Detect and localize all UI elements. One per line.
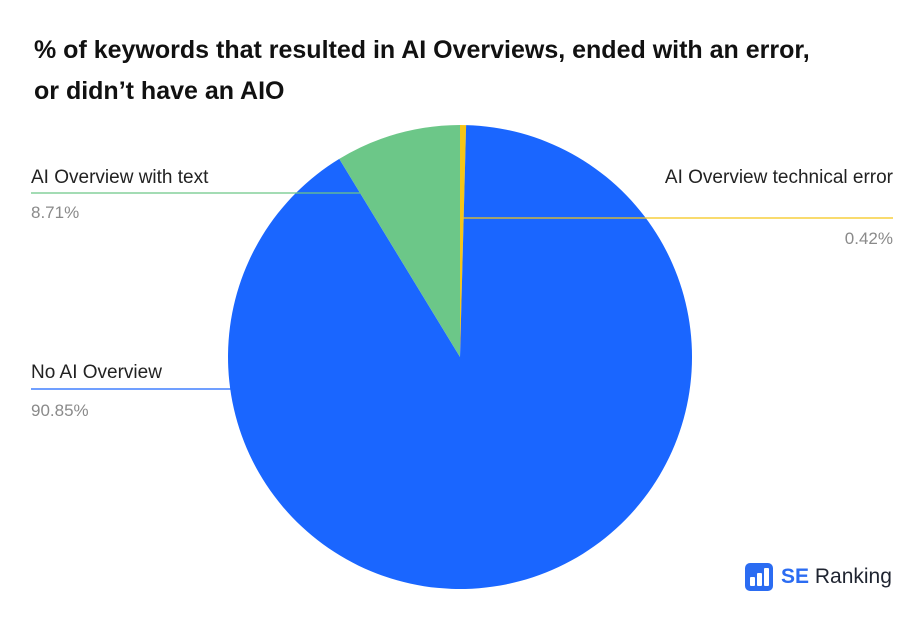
slice-label-ai-overview-with-text: AI Overview with text xyxy=(31,167,209,188)
brand-name: SE Ranking xyxy=(781,565,892,588)
se-ranking-logo: SE Ranking xyxy=(745,563,892,591)
slice-value-no-ai-overview: 90.85% xyxy=(31,401,89,420)
pie-slice-no-ai-overview xyxy=(228,125,693,589)
leader-lines xyxy=(31,192,893,390)
pie-slice-ai-overview-with-text xyxy=(339,125,460,357)
slice-value-technical-error: 0.42% xyxy=(845,229,893,248)
chart-title-line-1: % of keywords that resulted in AI Overvi… xyxy=(34,36,810,64)
slice-value-ai-overview-with-text: 8.71% xyxy=(31,203,79,222)
pie-slice-ai-overview-technical-error xyxy=(460,125,467,357)
chart-title: % of keywords that resulted in AI Overvi… xyxy=(34,30,904,112)
slice-label-no-ai-overview: No AI Overview xyxy=(31,362,162,383)
chart-title-line-2: or didn’t have an AIO xyxy=(34,77,285,105)
pie-slices xyxy=(228,125,693,589)
bar-chart-icon xyxy=(745,563,773,591)
slice-label-technical-error: AI Overview technical error xyxy=(665,167,894,188)
